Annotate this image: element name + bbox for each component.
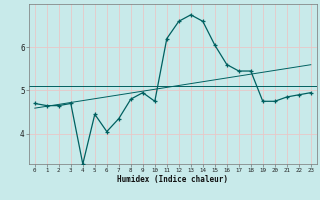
X-axis label: Humidex (Indice chaleur): Humidex (Indice chaleur)	[117, 175, 228, 184]
